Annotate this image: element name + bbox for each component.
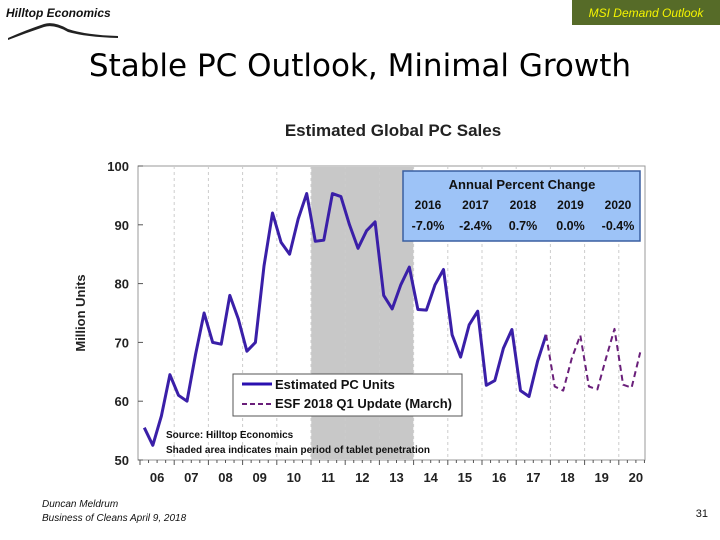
y-tick-label: 60	[115, 394, 129, 409]
logo-text: Hilltop Economics	[6, 6, 111, 20]
y-tick-label: 90	[115, 218, 129, 233]
x-tick-label: 20	[629, 470, 643, 485]
x-tick-label: 12	[355, 470, 369, 485]
x-tick-label: 10	[287, 470, 301, 485]
x-tick-label: 09	[252, 470, 266, 485]
annual-change-year: 2016	[415, 198, 442, 212]
chart-title: Estimated Global PC Sales	[285, 121, 501, 140]
annual-change-year: 2020	[605, 198, 632, 212]
annual-change-year: 2019	[557, 198, 584, 212]
legend-label-estimated: Estimated PC Units	[275, 377, 395, 392]
x-tick-label: 07	[184, 470, 198, 485]
series-line-forecast	[545, 327, 642, 392]
annual-change-year: 2018	[510, 198, 537, 212]
x-tick-label: 13	[389, 470, 403, 485]
annual-change-value: 0.7%	[509, 219, 538, 233]
y-axis-label: Million Units	[73, 274, 88, 351]
x-tick-label: 17	[526, 470, 540, 485]
shaded-note: Shaded area indicates main period of tab…	[166, 445, 430, 456]
annual-change-title: Annual Percent Change	[449, 177, 596, 192]
legend: Estimated PC Units ESF 2018 Q1 Update (M…	[232, 373, 463, 417]
hilltop-logo: Hilltop Economics	[6, 4, 121, 40]
annual-change-year: 2017	[462, 198, 489, 212]
annual-change-box-bg	[402, 170, 641, 242]
y-tick-label: 100	[107, 159, 129, 174]
x-tick-label: 14	[423, 470, 438, 485]
slide-title: Stable PC Outlook, Minimal Growth	[88, 48, 632, 84]
annual-change-value: -2.4%	[459, 219, 492, 233]
series-line-estimated	[142, 192, 548, 447]
legend-label-forecast: ESF 2018 Q1 Update (March)	[275, 396, 452, 411]
footer-author: Duncan Meldrum	[42, 499, 119, 510]
x-tick-label: 19	[594, 470, 608, 485]
page-number: 31	[695, 508, 708, 520]
section-badge: MSI Demand Outlook	[572, 0, 720, 25]
annual-change-value: -0.4%	[602, 219, 635, 233]
footer-event: Business of Cleans April 9, 2018	[42, 513, 187, 524]
x-tick-label: 11	[321, 470, 335, 485]
x-tick-label: 08	[218, 470, 232, 485]
y-tick-label: 50	[115, 453, 129, 468]
hill-logo-icon	[8, 23, 118, 40]
annual-change-value: 0.0%	[556, 219, 585, 233]
x-tick-label: 15	[458, 470, 472, 485]
y-tick-label: 80	[115, 277, 129, 292]
x-tick-label: 16	[492, 470, 506, 485]
source-note: Source: Hilltop Economics	[166, 430, 294, 441]
x-tick-label: 06	[150, 470, 164, 485]
legend-box	[232, 373, 463, 417]
x-tick-label: 18	[560, 470, 574, 485]
annual-change-value: -7.0%	[412, 219, 445, 233]
annual-change-box: Annual Percent Change 2016 -7.0% 2017 -2.4%…	[402, 170, 641, 242]
footer-credit: Duncan Meldrum Business of Cleans April …	[42, 498, 186, 526]
y-tick-label: 70	[115, 335, 129, 350]
